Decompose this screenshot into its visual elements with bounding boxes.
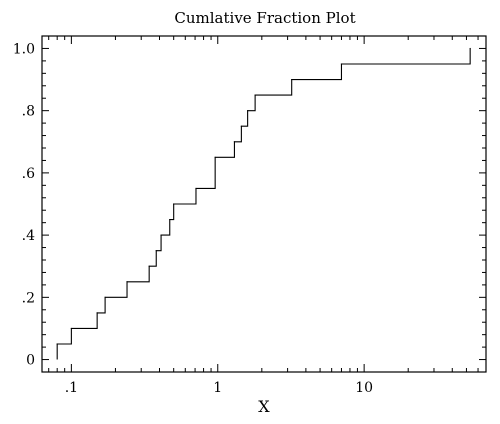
y-tick-label: .6 bbox=[22, 166, 35, 182]
y-tick-label: .4 bbox=[22, 228, 35, 244]
step-point bbox=[160, 234, 162, 236]
step-point bbox=[247, 110, 249, 112]
step-point bbox=[214, 156, 216, 158]
step-point bbox=[148, 265, 150, 267]
y-tick-label: 1.0 bbox=[13, 41, 35, 57]
step-point bbox=[56, 343, 58, 345]
step-point bbox=[169, 218, 171, 221]
step-point bbox=[155, 250, 157, 252]
y-tick-label: .8 bbox=[22, 104, 35, 120]
step-point bbox=[233, 141, 236, 143]
step-point bbox=[291, 78, 293, 81]
x-tick-label: .1 bbox=[65, 380, 78, 396]
step-point bbox=[104, 296, 106, 298]
x-tick-label: 1 bbox=[213, 380, 222, 396]
step-point bbox=[173, 203, 175, 205]
cumulative-step-line bbox=[56, 48, 471, 360]
y-tick-label: 0 bbox=[26, 353, 35, 369]
step-point bbox=[469, 47, 471, 50]
axis-ticks bbox=[42, 36, 486, 372]
y-tick-label: .2 bbox=[22, 290, 35, 306]
x-axis-label: X bbox=[258, 397, 270, 416]
step-point bbox=[240, 125, 242, 127]
step-point bbox=[195, 187, 197, 190]
step-point bbox=[96, 312, 98, 314]
step-points bbox=[56, 47, 471, 345]
step-point bbox=[126, 281, 128, 283]
plot-frame bbox=[41, 35, 487, 373]
x-tick-label: 10 bbox=[355, 380, 373, 396]
step-point bbox=[254, 94, 256, 96]
axis-tick-labels: 0 .2 .4 .6 .8 1.0 .1 1 10 bbox=[13, 41, 373, 396]
step-point bbox=[70, 327, 72, 330]
chart-title: Cumlative Fraction Plot bbox=[174, 9, 355, 27]
step-point bbox=[340, 63, 343, 65]
